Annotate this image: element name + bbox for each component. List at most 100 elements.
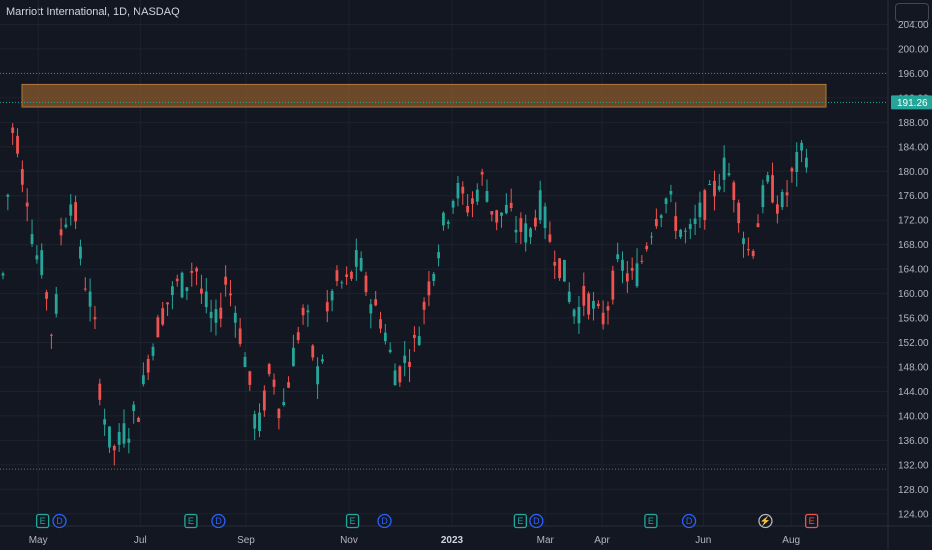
candle-body	[35, 255, 39, 260]
candle-body	[742, 238, 745, 245]
candle	[587, 291, 591, 320]
candle-body	[350, 271, 353, 279]
candle	[427, 271, 431, 307]
event-marker: D	[529, 513, 544, 529]
candle	[190, 262, 194, 287]
candle-body	[132, 404, 136, 412]
candle	[708, 179, 712, 186]
candle	[16, 128, 19, 158]
candle	[490, 211, 494, 222]
candle	[645, 242, 649, 252]
candle-body	[108, 426, 111, 448]
candle-body	[538, 190, 542, 221]
candle	[40, 243, 44, 279]
candle-body	[93, 317, 97, 320]
candle	[49, 333, 53, 350]
candle-body	[548, 234, 552, 242]
horizontal-lines	[0, 72, 888, 470]
candle-body	[122, 423, 126, 444]
candle-body	[282, 402, 286, 406]
y-tick-label: 152.00	[898, 338, 929, 349]
event-label: E	[188, 516, 194, 526]
candle	[775, 195, 779, 224]
candle-body	[780, 192, 784, 208]
candle-body	[582, 285, 586, 306]
candle	[524, 214, 528, 252]
candle-body	[127, 438, 131, 443]
y-tick-label: 132.00	[898, 460, 929, 471]
candle	[674, 202, 678, 240]
candle	[59, 217, 63, 246]
candle	[698, 191, 702, 229]
candle-body	[596, 303, 600, 307]
candle-body	[103, 419, 107, 425]
candle-body	[795, 151, 799, 173]
candle	[88, 278, 92, 322]
candle	[795, 142, 799, 187]
candle	[456, 175, 460, 207]
candle	[243, 352, 247, 368]
candle-body	[664, 198, 668, 205]
candle	[200, 274, 203, 304]
y-tick-label: 184.00	[898, 142, 929, 153]
candle	[238, 318, 242, 347]
candle	[195, 266, 198, 286]
y-tick-label: 156.00	[898, 314, 929, 325]
candle-body	[45, 292, 48, 299]
candle-body	[243, 356, 247, 367]
candle	[233, 305, 237, 338]
candle	[79, 239, 82, 266]
candle	[122, 409, 126, 448]
candle-body	[461, 186, 465, 194]
event-marker: E	[35, 513, 50, 529]
candle	[635, 248, 639, 288]
chart-settings-button[interactable]	[895, 3, 929, 22]
candle	[538, 180, 542, 224]
candle-body	[398, 366, 402, 383]
event-marker: E	[644, 513, 658, 529]
candle	[127, 427, 131, 454]
candle	[291, 334, 295, 367]
candle	[258, 403, 261, 438]
y-tick-label: 140.00	[898, 411, 929, 422]
event-markers: E D E D E D E D E D ⚡ E	[35, 513, 819, 529]
candle-body	[611, 270, 615, 300]
candle	[650, 232, 653, 245]
candle-body	[180, 272, 184, 298]
candle	[117, 423, 121, 452]
candle	[296, 326, 300, 344]
event-box	[513, 513, 528, 529]
candle-body	[59, 229, 63, 236]
event-marker: E	[184, 513, 198, 529]
candle-body	[674, 216, 678, 231]
candle	[35, 245, 39, 264]
candle	[137, 416, 140, 423]
candle	[558, 257, 561, 281]
event-box	[804, 513, 819, 529]
candle-body	[209, 311, 213, 319]
candle-body	[533, 217, 537, 227]
candle-body	[200, 288, 203, 294]
candle-body	[432, 273, 436, 281]
y-tick-label: 176.00	[898, 191, 929, 202]
resistance-zone	[21, 83, 827, 108]
candle-body	[25, 202, 29, 207]
time-axis[interactable]: May Jul Sep Nov 2023 Mar Apr Jun Aug	[29, 535, 800, 546]
candle-body	[335, 270, 339, 282]
candle	[393, 363, 397, 386]
price-axis[interactable]: 124.00 128.00 132.00 136.00 140.00 144.00 148.…	[898, 20, 929, 520]
candle	[805, 148, 808, 173]
candle-body	[262, 390, 266, 411]
candle	[350, 270, 353, 281]
event-marker: D	[377, 513, 392, 529]
candle-body	[146, 359, 150, 373]
candle-body	[640, 260, 644, 262]
candle-body	[509, 202, 513, 208]
x-tick-label: Apr	[594, 535, 610, 546]
candle	[74, 195, 77, 230]
candle	[756, 214, 760, 228]
candle-body	[751, 250, 755, 257]
candle	[548, 221, 552, 244]
